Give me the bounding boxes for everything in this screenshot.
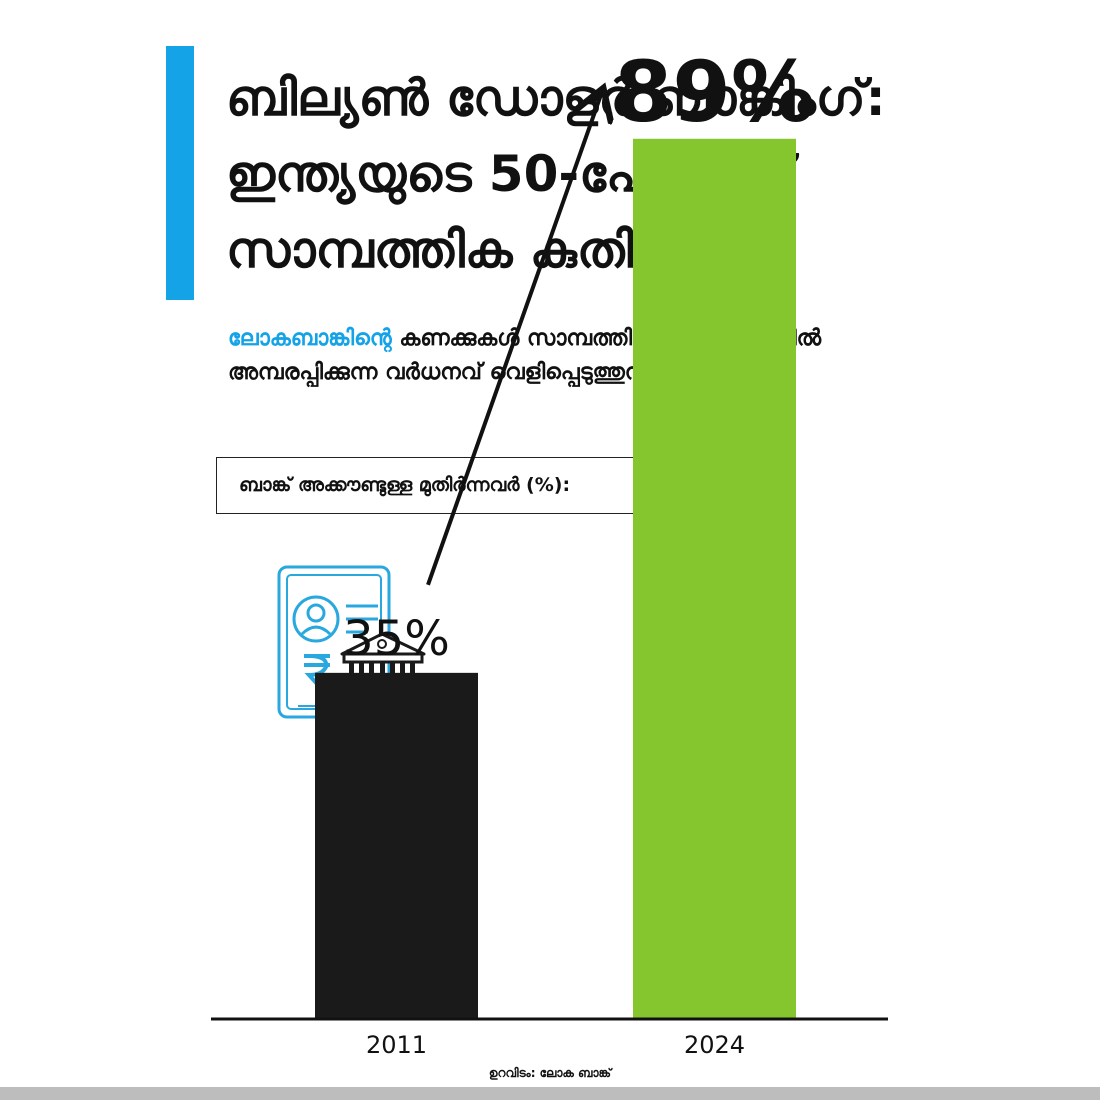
chart-ylabel: ബാങ്ക് അക്കൗണ്ടുള്ള മുതിർന്നവർ (%): xyxy=(239,474,571,496)
bar-2011 xyxy=(315,672,478,1019)
footer-band xyxy=(0,1087,1100,1100)
title-line-1: ബില്യൺ ഡോളർ ബാങ്കിംഗ്: xyxy=(226,69,886,127)
subtitle-highlight: ലോകബാങ്കിന്റെ xyxy=(228,326,392,351)
tick-label-2011: 2011 xyxy=(366,1031,427,1059)
data-label-2011: 35% xyxy=(343,611,450,667)
tick-label-2024: 2024 xyxy=(684,1031,745,1059)
data-label-2024: 89% xyxy=(614,43,815,141)
rupee-icon xyxy=(304,654,330,698)
subtitle-line-2: അമ്പരപ്പിക്കുന്ന വർധനവ് വെളിപ്പെടുത്തുന്… xyxy=(228,360,655,385)
source-text: ഉറവിടം: ലോക ബാങ്ക് xyxy=(488,1066,612,1080)
trend-arrow-icon xyxy=(426,92,602,586)
bar-2024 xyxy=(633,138,796,1020)
accent-bar xyxy=(166,46,194,300)
title-line-3: സാമ്പത്തിക കുതിപ്പ്! xyxy=(226,221,704,279)
